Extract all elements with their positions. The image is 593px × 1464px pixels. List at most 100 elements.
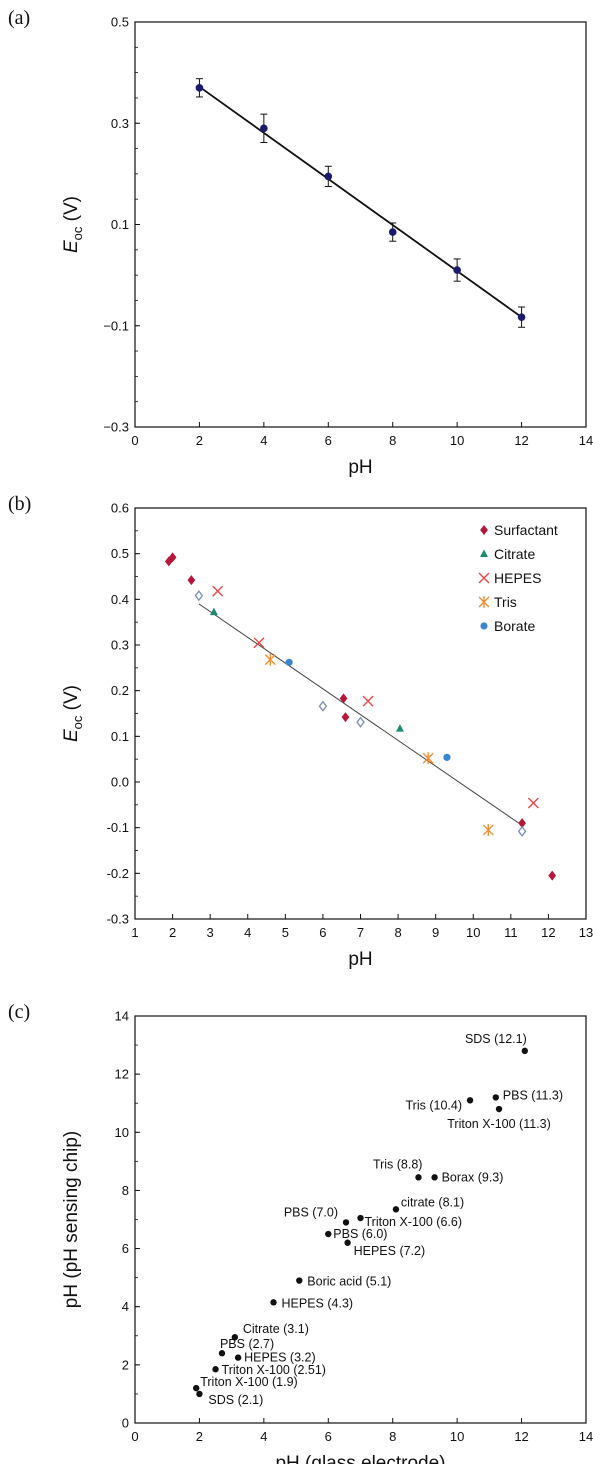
data-point: [431, 1174, 438, 1181]
data-point: [395, 724, 404, 732]
y-axis-label: Eoc (V): [61, 196, 85, 253]
x-tick-label: 2: [196, 1429, 203, 1444]
y-tick-label: 0.2: [111, 683, 129, 698]
data-point: [212, 585, 224, 597]
y-tick-label: −0.3: [103, 420, 129, 435]
data-point: [194, 590, 204, 602]
x-tick-label: 10: [466, 925, 480, 940]
point-label: Tris (8.8): [373, 1157, 423, 1171]
data-point: [548, 870, 557, 881]
marker-shape: [209, 607, 218, 616]
point-label: Boric acid (5.1): [307, 1275, 391, 1289]
y-tick-label: 6: [122, 1241, 129, 1256]
y-tick-label: 12: [115, 1067, 129, 1082]
data-point: [422, 752, 434, 765]
point-label: Triton X-100 (1.9): [200, 1375, 298, 1389]
point-label: HEPES (3.2): [244, 1351, 316, 1365]
x-tick-label: 4: [260, 1429, 267, 1444]
marker-shape: [318, 700, 328, 712]
marker-shape: [253, 637, 265, 649]
point-label: SDS (12.1): [465, 1032, 527, 1046]
panel-label: (a): [8, 7, 30, 29]
point-label: PBS (11.3): [503, 1088, 563, 1102]
x-tick-label: 10: [450, 1429, 464, 1444]
marker-shape: [480, 549, 488, 557]
point-label: PBS (2.7): [220, 1337, 274, 1351]
y-axis-label: Eoc (V): [61, 685, 85, 742]
panel-label: (b): [8, 493, 31, 515]
marker-shape: [362, 695, 374, 707]
point-label: citrate (8.1): [401, 1195, 464, 1209]
x-tick-label: 8: [389, 1429, 396, 1444]
x-tick-label: 5: [282, 925, 289, 940]
data-point: [492, 1094, 499, 1101]
marker-shape: [356, 716, 365, 728]
y-tick-label: 0: [122, 1416, 129, 1431]
x-tick-label: 0: [131, 1429, 138, 1444]
x-axis-label: pH: [348, 457, 372, 478]
data-point: [196, 1390, 203, 1398]
data-point: [253, 637, 265, 649]
point-label: HEPES (4.3): [282, 1296, 354, 1310]
data-point: [234, 1354, 242, 1361]
marker-shape: [480, 622, 488, 630]
data-point: [324, 172, 333, 181]
data-point: [318, 700, 328, 712]
x-tick-label: 4: [260, 433, 267, 448]
marker-shape: [548, 870, 557, 881]
point-label: Citrate (3.1): [243, 1322, 309, 1336]
data-point: [342, 1219, 350, 1226]
marker-shape: [264, 653, 276, 666]
y-tick-label: 0.3: [111, 638, 129, 653]
data-point: [264, 653, 276, 666]
marker-shape: [212, 585, 224, 597]
y-tick-label: 8: [122, 1183, 129, 1198]
y-tick-label: −0.1: [103, 318, 129, 333]
point-label: Triton X-100 (2.51): [222, 1363, 326, 1377]
marker-shape: [527, 797, 539, 809]
x-tick-label: 4: [244, 925, 251, 940]
marker-shape: [443, 753, 451, 761]
y-tick-label: 0.5: [111, 15, 129, 30]
legend-label: HEPES: [494, 570, 541, 586]
plot-frame: [134, 21, 587, 428]
x-tick-label: 6: [325, 1429, 332, 1444]
x-tick-label: 14: [579, 433, 593, 448]
fit-line: [198, 86, 523, 318]
marker-shape: [480, 525, 488, 535]
x-tick-label: 13: [579, 925, 593, 940]
x-tick-label: 0: [131, 433, 138, 448]
x-tick-label: 2: [196, 433, 203, 448]
y-tick-label: 4: [122, 1299, 129, 1314]
data-point: [270, 1299, 277, 1306]
data-point: [482, 823, 494, 836]
data-point: [212, 1366, 219, 1373]
data-point: [296, 1277, 303, 1284]
legend-label: Tris: [494, 594, 517, 610]
legend-label: Citrate: [494, 546, 535, 562]
x-tick-label: 9: [432, 925, 439, 940]
y-axis-label: pH (pH sensing chip): [61, 1131, 82, 1308]
data-point: [344, 1239, 351, 1246]
point-label: Triton X-100 (11.3): [447, 1117, 551, 1131]
point-label: PBS (6.0): [333, 1227, 387, 1241]
marker-shape: [168, 552, 177, 563]
data-point: [388, 228, 397, 236]
data-point: [168, 552, 177, 563]
data-point: [339, 693, 348, 704]
y-tick-label: 0.6: [111, 501, 129, 516]
y-tick-label: 0.3: [111, 116, 129, 131]
legend-marker: [480, 549, 488, 557]
marker-shape: [187, 575, 196, 586]
marker-shape: [395, 724, 404, 732]
x-tick-label: 6: [325, 433, 332, 448]
point-label: HEPES (7.2): [354, 1244, 426, 1258]
x-tick-label: 12: [514, 433, 528, 448]
y-tick-label: 10: [115, 1125, 129, 1140]
data-point: [443, 753, 451, 761]
marker-shape: [422, 752, 434, 765]
x-tick-label: 3: [207, 925, 214, 940]
x-axis-label: pH: [348, 949, 372, 970]
legend-marker: [480, 622, 488, 630]
point-label: Tris (10.4): [406, 1098, 463, 1112]
